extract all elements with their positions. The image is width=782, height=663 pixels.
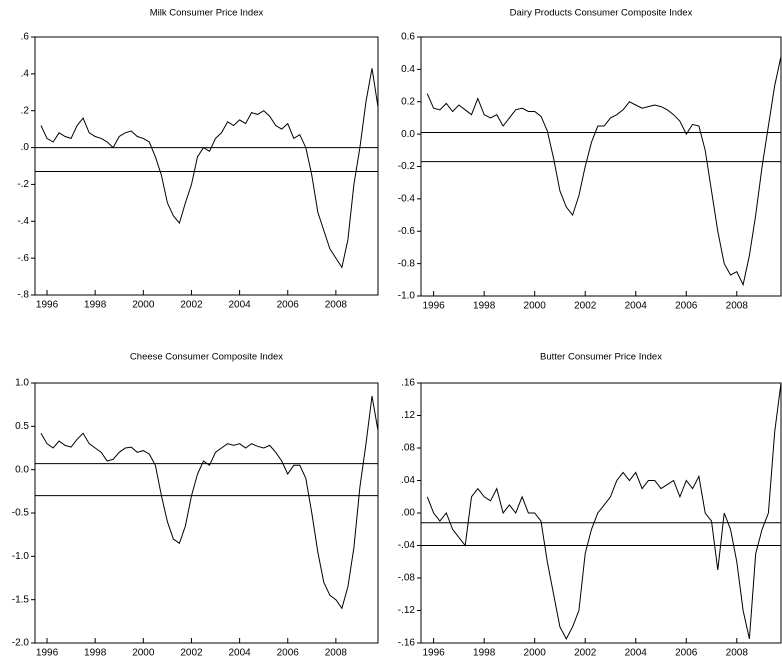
plot-frame <box>420 382 782 644</box>
y-tick-label: -0.4 <box>398 194 416 205</box>
x-tick-label: 1998 <box>473 301 496 312</box>
data-line <box>426 56 781 287</box>
y-tick-label: .04 <box>401 475 415 486</box>
y-tick-label: 1.0 <box>15 378 29 389</box>
x-tick-label: 2006 <box>675 648 698 659</box>
plot-frame <box>420 36 782 297</box>
x-tick-label: 2006 <box>277 300 300 311</box>
y-tick-label: -.4 <box>17 216 29 227</box>
data-line <box>426 383 781 640</box>
x-tick-label: 1996 <box>423 301 446 312</box>
panel: Dairy Products Consumer Composite Index 0… <box>398 8 782 312</box>
y-tick-label: -0.8 <box>398 258 416 269</box>
y-tick-label: .2 <box>21 105 30 116</box>
y-tick-label: -.2 <box>17 179 29 190</box>
y-tick-label: .6 <box>21 32 30 43</box>
x-tick-label: 1998 <box>84 648 107 659</box>
x-tick-label: 1998 <box>84 300 107 311</box>
y-tick-label: 0.0 <box>15 464 29 475</box>
x-tick-label: 2002 <box>574 648 597 659</box>
x-tick-label: 2000 <box>132 300 155 311</box>
panel: Butter Consumer Price Index .16 .12 .08 .04.… <box>398 352 782 659</box>
plot-frame <box>34 36 379 296</box>
x-tick-label: 1998 <box>473 648 496 659</box>
x-tick-label: 2000 <box>132 648 155 659</box>
x-tick-label: 2008 <box>726 648 749 659</box>
x-tick-label: 2008 <box>726 301 749 312</box>
y-tick-label: -.16 <box>398 638 416 649</box>
x-tick-label: 2004 <box>228 300 251 311</box>
panel-title: Dairy Products Consumer Composite Index <box>510 8 693 19</box>
y-tick-label: 0.2 <box>401 96 415 107</box>
y-tick-label: 0.6 <box>401 32 415 43</box>
data-line <box>40 395 378 610</box>
y-tick-label: -.6 <box>17 253 29 264</box>
y-tick-label: .0 <box>21 142 30 153</box>
x-tick-label: 2008 <box>325 648 348 659</box>
x-tick-label: 2006 <box>675 301 698 312</box>
x-tick-label: 2002 <box>180 648 203 659</box>
y-tick-label: .16 <box>401 378 415 389</box>
panel-title: Cheese Consumer Composite Index <box>130 352 283 363</box>
x-tick-label: 2004 <box>625 301 648 312</box>
y-tick-label: -1.0 <box>398 291 416 302</box>
y-tick-label: -.08 <box>398 573 416 584</box>
data-line <box>40 68 378 269</box>
y-tick-label: -1.5 <box>12 594 30 605</box>
x-tick-label: 2004 <box>625 648 648 659</box>
x-tick-label: 2004 <box>228 648 251 659</box>
y-tick-label: .08 <box>401 443 415 454</box>
panel-title: Milk Consumer Price Index <box>150 8 264 19</box>
y-tick-label: 0.5 <box>15 421 29 432</box>
y-tick-label: 0.0 <box>401 129 415 140</box>
panel-title: Butter Consumer Price Index <box>540 352 662 363</box>
plot-frame <box>34 382 379 644</box>
x-tick-label: 1996 <box>36 648 59 659</box>
y-tick-label: -0.5 <box>12 508 30 519</box>
x-tick-label: 2008 <box>325 300 348 311</box>
x-tick-label: 2000 <box>524 301 547 312</box>
x-tick-label: 1996 <box>423 648 446 659</box>
y-tick-label: -1.0 <box>12 551 30 562</box>
x-tick-label: 2002 <box>574 301 597 312</box>
x-tick-label: 2006 <box>277 648 300 659</box>
y-tick-label: 0.4 <box>401 64 415 75</box>
y-tick-label: -2.0 <box>12 638 30 649</box>
y-tick-label: -0.2 <box>398 161 416 172</box>
panel: Cheese Consumer Composite Index 1.0 0.5 0.0… <box>12 352 379 659</box>
y-tick-label: -.04 <box>398 540 416 551</box>
y-tick-label: .00 <box>401 508 415 519</box>
panel: Milk Consumer Price Index .6 .4 .2 .0 -.2 -.4 -… <box>17 8 379 311</box>
x-tick-label: 2002 <box>180 300 203 311</box>
y-tick-label: .12 <box>401 410 415 421</box>
x-tick-label: 2000 <box>524 648 547 659</box>
x-tick-label: 1996 <box>36 300 59 311</box>
y-tick-label: -0.6 <box>398 226 416 237</box>
y-tick-label: -.12 <box>398 605 416 616</box>
y-tick-label: .4 <box>21 68 30 79</box>
y-tick-label: -.8 <box>17 290 29 301</box>
